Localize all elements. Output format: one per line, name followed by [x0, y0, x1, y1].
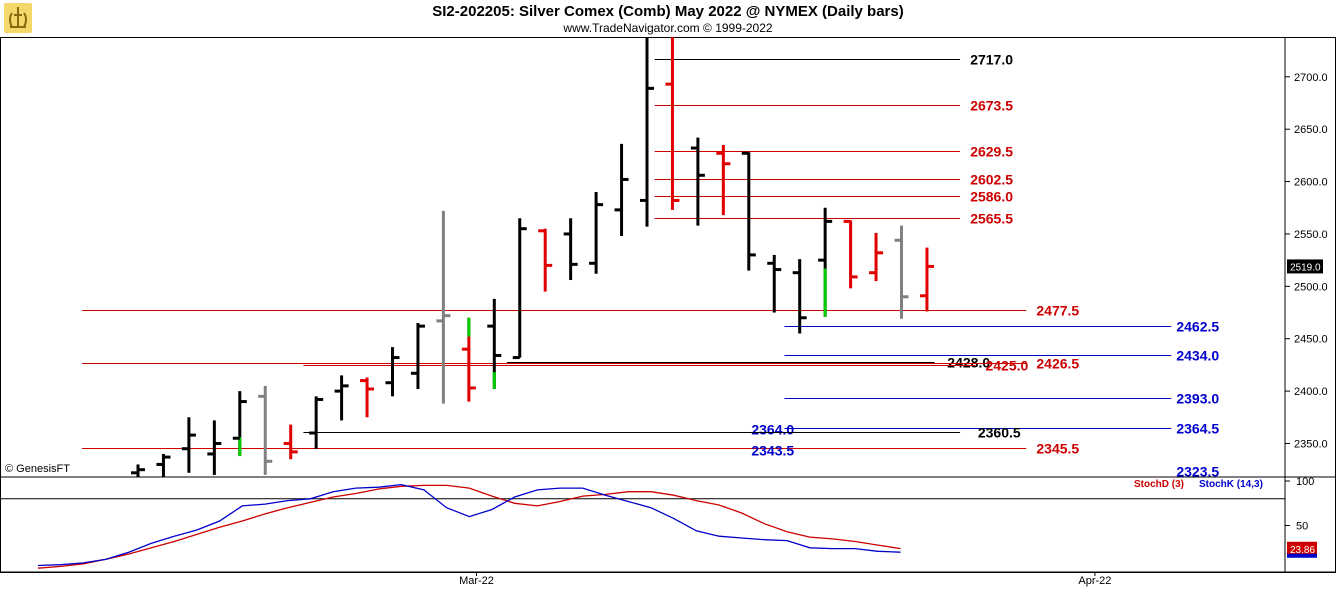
level-label: 2323.5 [1176, 464, 1219, 480]
price-tick-label: 2450.0 [1294, 334, 1328, 346]
stochastic-panel: 50 100 StochD (3) StochK (14,3) 23.86 [0, 476, 1317, 568]
plot-border [1, 38, 1336, 573]
price-tick-label: 2500.0 [1294, 281, 1328, 293]
level-label: 2717.0 [970, 52, 1013, 68]
price-tick-label: 2400.0 [1294, 386, 1328, 398]
level-label: 2477.5 [1036, 303, 1079, 319]
last-price-label: 2519.0 [1290, 262, 1321, 273]
price-bars [131, 37, 934, 477]
stoch-last-label: 23.86 [1290, 545, 1315, 556]
level-label: 2673.5 [970, 98, 1013, 114]
stoch-legend-entry: StochK (14,3) [1199, 479, 1263, 490]
level-label: 2393.0 [1176, 391, 1219, 407]
level-label: 2629.5 [970, 144, 1013, 160]
stoch-tick-label: 50 [1296, 521, 1308, 533]
level-label: 2462.5 [1176, 319, 1219, 335]
time-tick-label: Mar-22 [459, 575, 494, 587]
level-label: 2428.0 [947, 355, 990, 371]
price-tick-label: 2700.0 [1294, 72, 1328, 84]
level-label: 2345.5 [1036, 441, 1079, 457]
level-label: 2586.0 [970, 189, 1013, 205]
level-label: 2343.5 [751, 443, 794, 459]
price-tick-label: 2350.0 [1294, 438, 1328, 450]
watermark: © GenesisFT [5, 463, 70, 475]
stoch-series-d [38, 485, 901, 568]
time-tick-label: Apr-22 [1078, 575, 1111, 587]
level-label: 2434.0 [1176, 348, 1219, 364]
level-label: 2565.5 [970, 211, 1013, 227]
price-tick-label: 2650.0 [1294, 124, 1328, 136]
level-label: 2364.5 [1176, 421, 1219, 437]
price-tick-label: 2600.0 [1294, 177, 1328, 189]
level-label: 2360.5 [978, 425, 1021, 441]
stoch-legend-entry: StochD (3) [1134, 479, 1184, 490]
stoch-series-k [38, 485, 901, 566]
level-label: 2426.5 [1036, 356, 1079, 372]
price-tick-label: 2550.0 [1294, 229, 1328, 241]
level-label: 2425.0 [985, 358, 1028, 374]
stoch-tick-label: 100 [1296, 476, 1314, 488]
level-label: 2364.0 [751, 422, 794, 438]
time-axis: Mar-22 Apr-22 [459, 572, 1111, 587]
level-label: 2602.5 [970, 172, 1013, 188]
price-axis: 2350.0 2400.0 2450.0 2500.0 2550.0 2600.0 2650… [1285, 72, 1328, 451]
chart-frame [0, 37, 1336, 573]
